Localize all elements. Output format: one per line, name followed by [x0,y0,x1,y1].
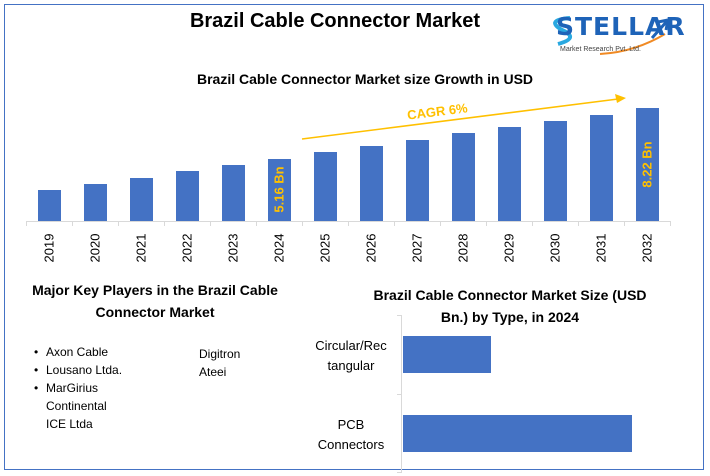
growth-chart-title: Brazil Cable Connector Market size Growt… [196,71,534,87]
axis-tick [397,394,402,395]
axis-tick [210,221,211,226]
bar-2028 [451,133,475,221]
axis-tick [397,315,402,316]
stellar-logo: STELLAR Market Research Pvt. Ltd. [540,8,685,58]
player-item: Digitron [199,347,241,361]
bar-2031 [589,115,613,221]
infographic-frame [4,4,704,470]
logo-tagline: Market Research Pvt. Ltd. [560,46,641,53]
players-title: Major Key Players in the Brazil Cable Co… [32,282,278,320]
axis-tick [26,221,27,226]
player-item: Lousano Ltda. [34,361,126,379]
bar-2032 [635,108,659,221]
player-item: MarGirius Continental ICE Ltda [34,379,126,433]
category-label-circular: Circular/Rec tangular [315,338,387,373]
logo-swoosh-icon [553,16,670,55]
bar-circular-rectangular [403,336,491,373]
axis-tick [302,221,303,226]
bar-2022 [175,171,199,221]
axis-tick [164,221,165,226]
logo-brand: STELLAR [556,12,686,41]
bar-2021 [129,178,153,221]
axis-tick [256,221,257,226]
axis-tick [394,221,395,226]
players-list-2: Digitron Ateei [199,345,240,381]
bar-2019 [37,190,61,221]
axis-tick [118,221,119,226]
player-item: Axon Cable [34,343,126,361]
axis-tick [532,221,533,226]
axis-tick [486,221,487,226]
axis-tick [348,221,349,226]
bar-2027 [405,140,429,221]
page-title: Brazil Cable Connector Market [189,10,481,32]
bar-pcb-connectors [403,415,632,452]
bar-2029 [497,127,521,221]
bar-2025 [313,152,337,221]
bar-2030 [543,121,567,221]
bar-2020 [83,184,107,221]
axis-tick [397,472,402,473]
axis-tick [670,221,671,226]
type-chart-title: Brazil Cable Connector Market Size (USD … [373,287,647,325]
bar-2024 [267,159,291,221]
bar-2023 [221,165,245,221]
axis-tick [624,221,625,226]
category-label-pcb: PCB Connectors [317,417,385,452]
axis-tick [440,221,441,226]
players-list-1: Axon Cable Lousano Ltda. MarGirius Conti… [34,343,126,433]
axis-tick [578,221,579,226]
bar-2026 [359,146,383,221]
axis-tick [72,221,73,226]
player-item: Ateei [199,365,227,379]
